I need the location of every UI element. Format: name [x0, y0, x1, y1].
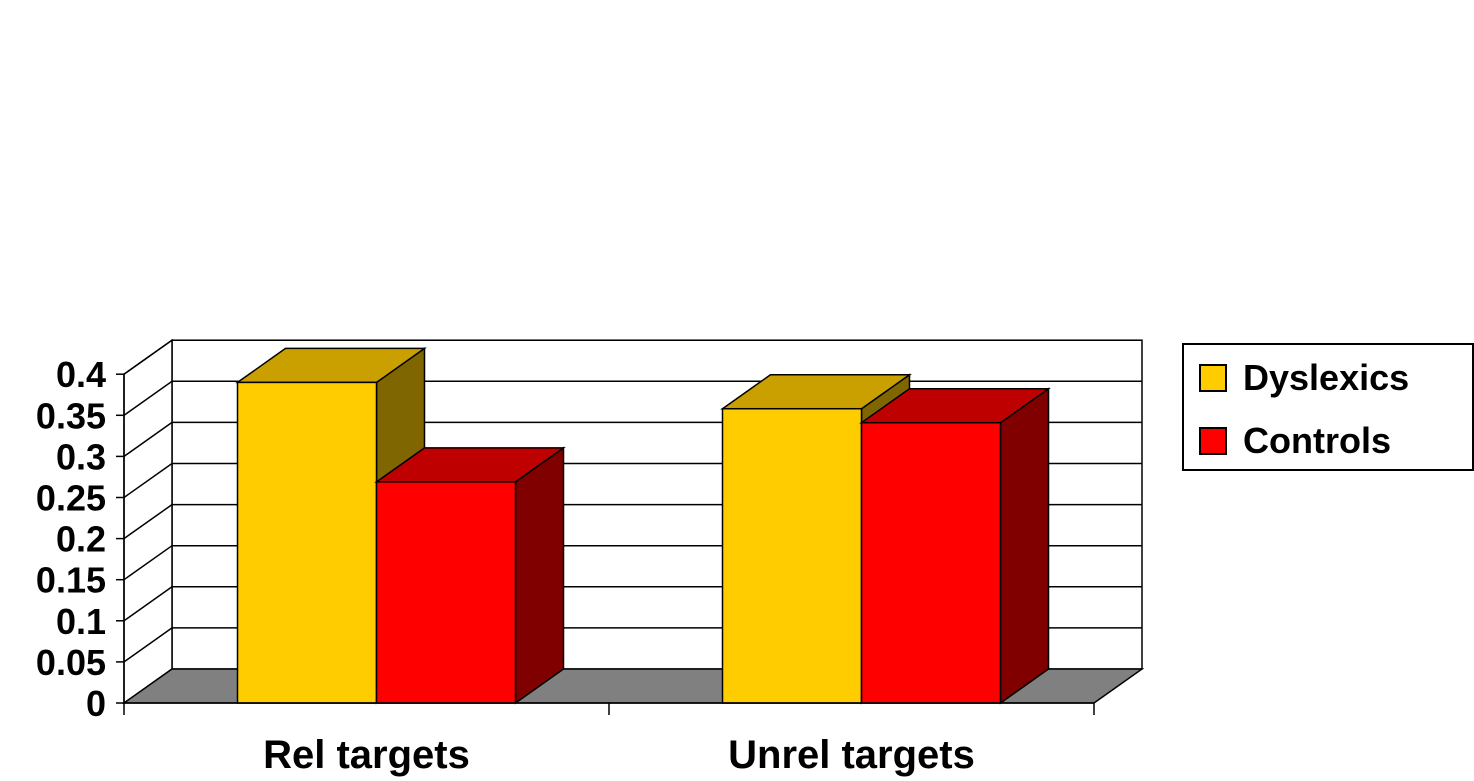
y-axis: 00.050.10.150.20.250.30.350.4 — [36, 354, 125, 724]
gridline — [123, 339, 1142, 375]
y-tick-label: 0.3 — [56, 436, 106, 477]
y-tick-label: 0 — [86, 683, 106, 724]
bar-front — [721, 407, 863, 704]
y-tick-label: 0.05 — [36, 642, 106, 683]
bar-side — [514, 446, 565, 705]
legend-swatch-controls — [1199, 427, 1227, 455]
bar-controls-2 — [859, 387, 1051, 705]
x-tick-label: Unrel targets — [728, 733, 975, 777]
bar-front — [236, 381, 378, 704]
y-tick-label: 0.25 — [36, 478, 106, 519]
legend-box — [1182, 343, 1474, 471]
y-tick-label: 0.4 — [56, 354, 106, 395]
bar-dyslexics-1 — [235, 346, 427, 705]
y-tick-label: 0.35 — [36, 395, 106, 436]
legend-label-controls: Controls — [1243, 420, 1391, 461]
legend: Dyslexics Controls — [1182, 343, 1474, 471]
bar-controls-1 — [374, 446, 566, 705]
bars-group — [235, 346, 1051, 705]
y-tick-label: 0.2 — [56, 519, 106, 560]
x-axis: Rel targets Unrel targets — [123, 702, 1095, 777]
bar-front — [375, 481, 517, 704]
bar-front — [860, 421, 1002, 704]
legend-label-dyslexics: Dyslexics — [1243, 357, 1409, 398]
x-tick-label: Rel targets — [263, 733, 470, 777]
y-tick-label: 0.1 — [56, 601, 106, 642]
bar-side — [999, 387, 1050, 705]
legend-swatch-dyslexics — [1199, 364, 1227, 392]
y-tick-label: 0.15 — [36, 560, 106, 601]
